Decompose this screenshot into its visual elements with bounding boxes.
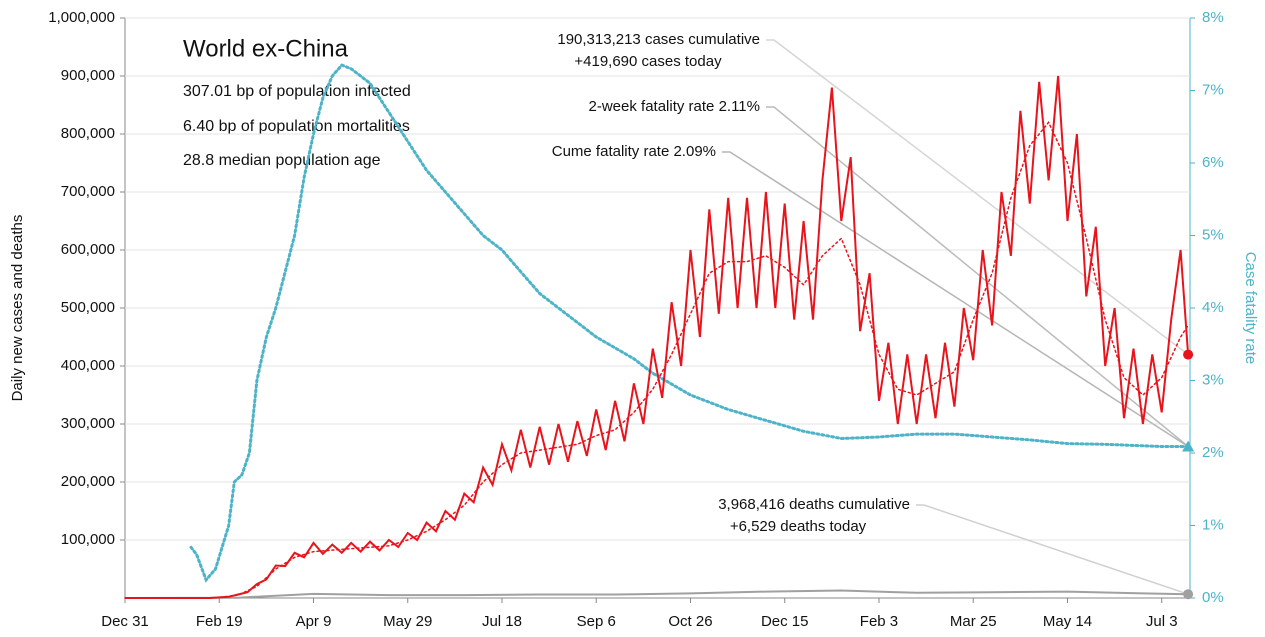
y2-tick-label: 4%	[1202, 299, 1224, 316]
x-tick-label: May 14	[1043, 613, 1092, 630]
x-tick-label: Feb 3	[860, 613, 898, 630]
end-marker	[1183, 349, 1194, 360]
x-tick-label: Dec 15	[761, 613, 809, 630]
y-tick-label: 100,000	[61, 531, 115, 548]
leader-line	[766, 39, 1189, 356]
y-tick-label: 200,000	[61, 473, 115, 490]
info-line: 28.8 median population age	[183, 152, 381, 169]
y2-tick-label: 3%	[1202, 371, 1224, 388]
y-tick-label: 700,000	[61, 183, 115, 200]
y-tick-label: 300,000	[61, 415, 115, 432]
annotation: +6,529 deaths today	[730, 518, 867, 535]
y2-tick-label: 7%	[1202, 81, 1224, 98]
y2-tick-label: 0%	[1202, 589, 1224, 606]
annotation: Cume fatality rate 2.09%	[552, 143, 716, 160]
y-axis-label: Daily new cases and deaths	[9, 215, 26, 402]
y2-tick-label: 6%	[1202, 154, 1224, 171]
series-line	[189, 63, 1190, 583]
y-tick-label: 1,000,000	[48, 9, 115, 26]
leader-line	[766, 106, 1189, 448]
y-tick-label: 500,000	[61, 299, 115, 316]
x-tick-label: Feb 19	[196, 613, 243, 630]
annotation: 3,968,416 deaths cumulative	[718, 496, 910, 513]
x-tick-label: Oct 26	[668, 613, 712, 630]
x-tick-label: Sep 6	[577, 613, 616, 630]
annotation: 2-week fatality rate 2.11%	[589, 98, 760, 115]
y2-tick-label: 5%	[1202, 226, 1224, 243]
y-tick-label: 600,000	[61, 241, 115, 258]
info-line: 307.01 bp of population infected	[183, 83, 411, 100]
series-line	[124, 589, 1189, 599]
x-tick-label: Dec 31	[101, 613, 149, 630]
end-marker	[1182, 440, 1195, 452]
annotation: 190,313,213 cases cumulative	[557, 31, 760, 48]
x-tick-label: Mar 25	[950, 613, 997, 630]
x-tick-label: Apr 9	[296, 613, 332, 630]
chart-title: World ex-China	[183, 35, 349, 62]
y-tick-label: 900,000	[61, 67, 115, 84]
y2-tick-label: 8%	[1202, 9, 1224, 26]
end-marker	[1183, 589, 1194, 600]
info-line: 6.40 bp of population mortalities	[183, 118, 410, 135]
x-tick-label: Jul 3	[1146, 613, 1178, 630]
annotation: +419,690 cases today	[574, 53, 722, 70]
x-tick-label: Jul 18	[482, 613, 522, 630]
y2-tick-label: 1%	[1202, 516, 1224, 533]
y-tick-label: 800,000	[61, 125, 115, 142]
leader-line	[916, 504, 1189, 595]
y2-tick-label: 2%	[1202, 444, 1224, 461]
series-line	[125, 75, 1190, 599]
x-tick-label: May 29	[383, 613, 432, 630]
leader-line	[722, 151, 1189, 448]
y-tick-label: 400,000	[61, 357, 115, 374]
y2-axis-label: Case fatality rate	[1242, 252, 1259, 365]
